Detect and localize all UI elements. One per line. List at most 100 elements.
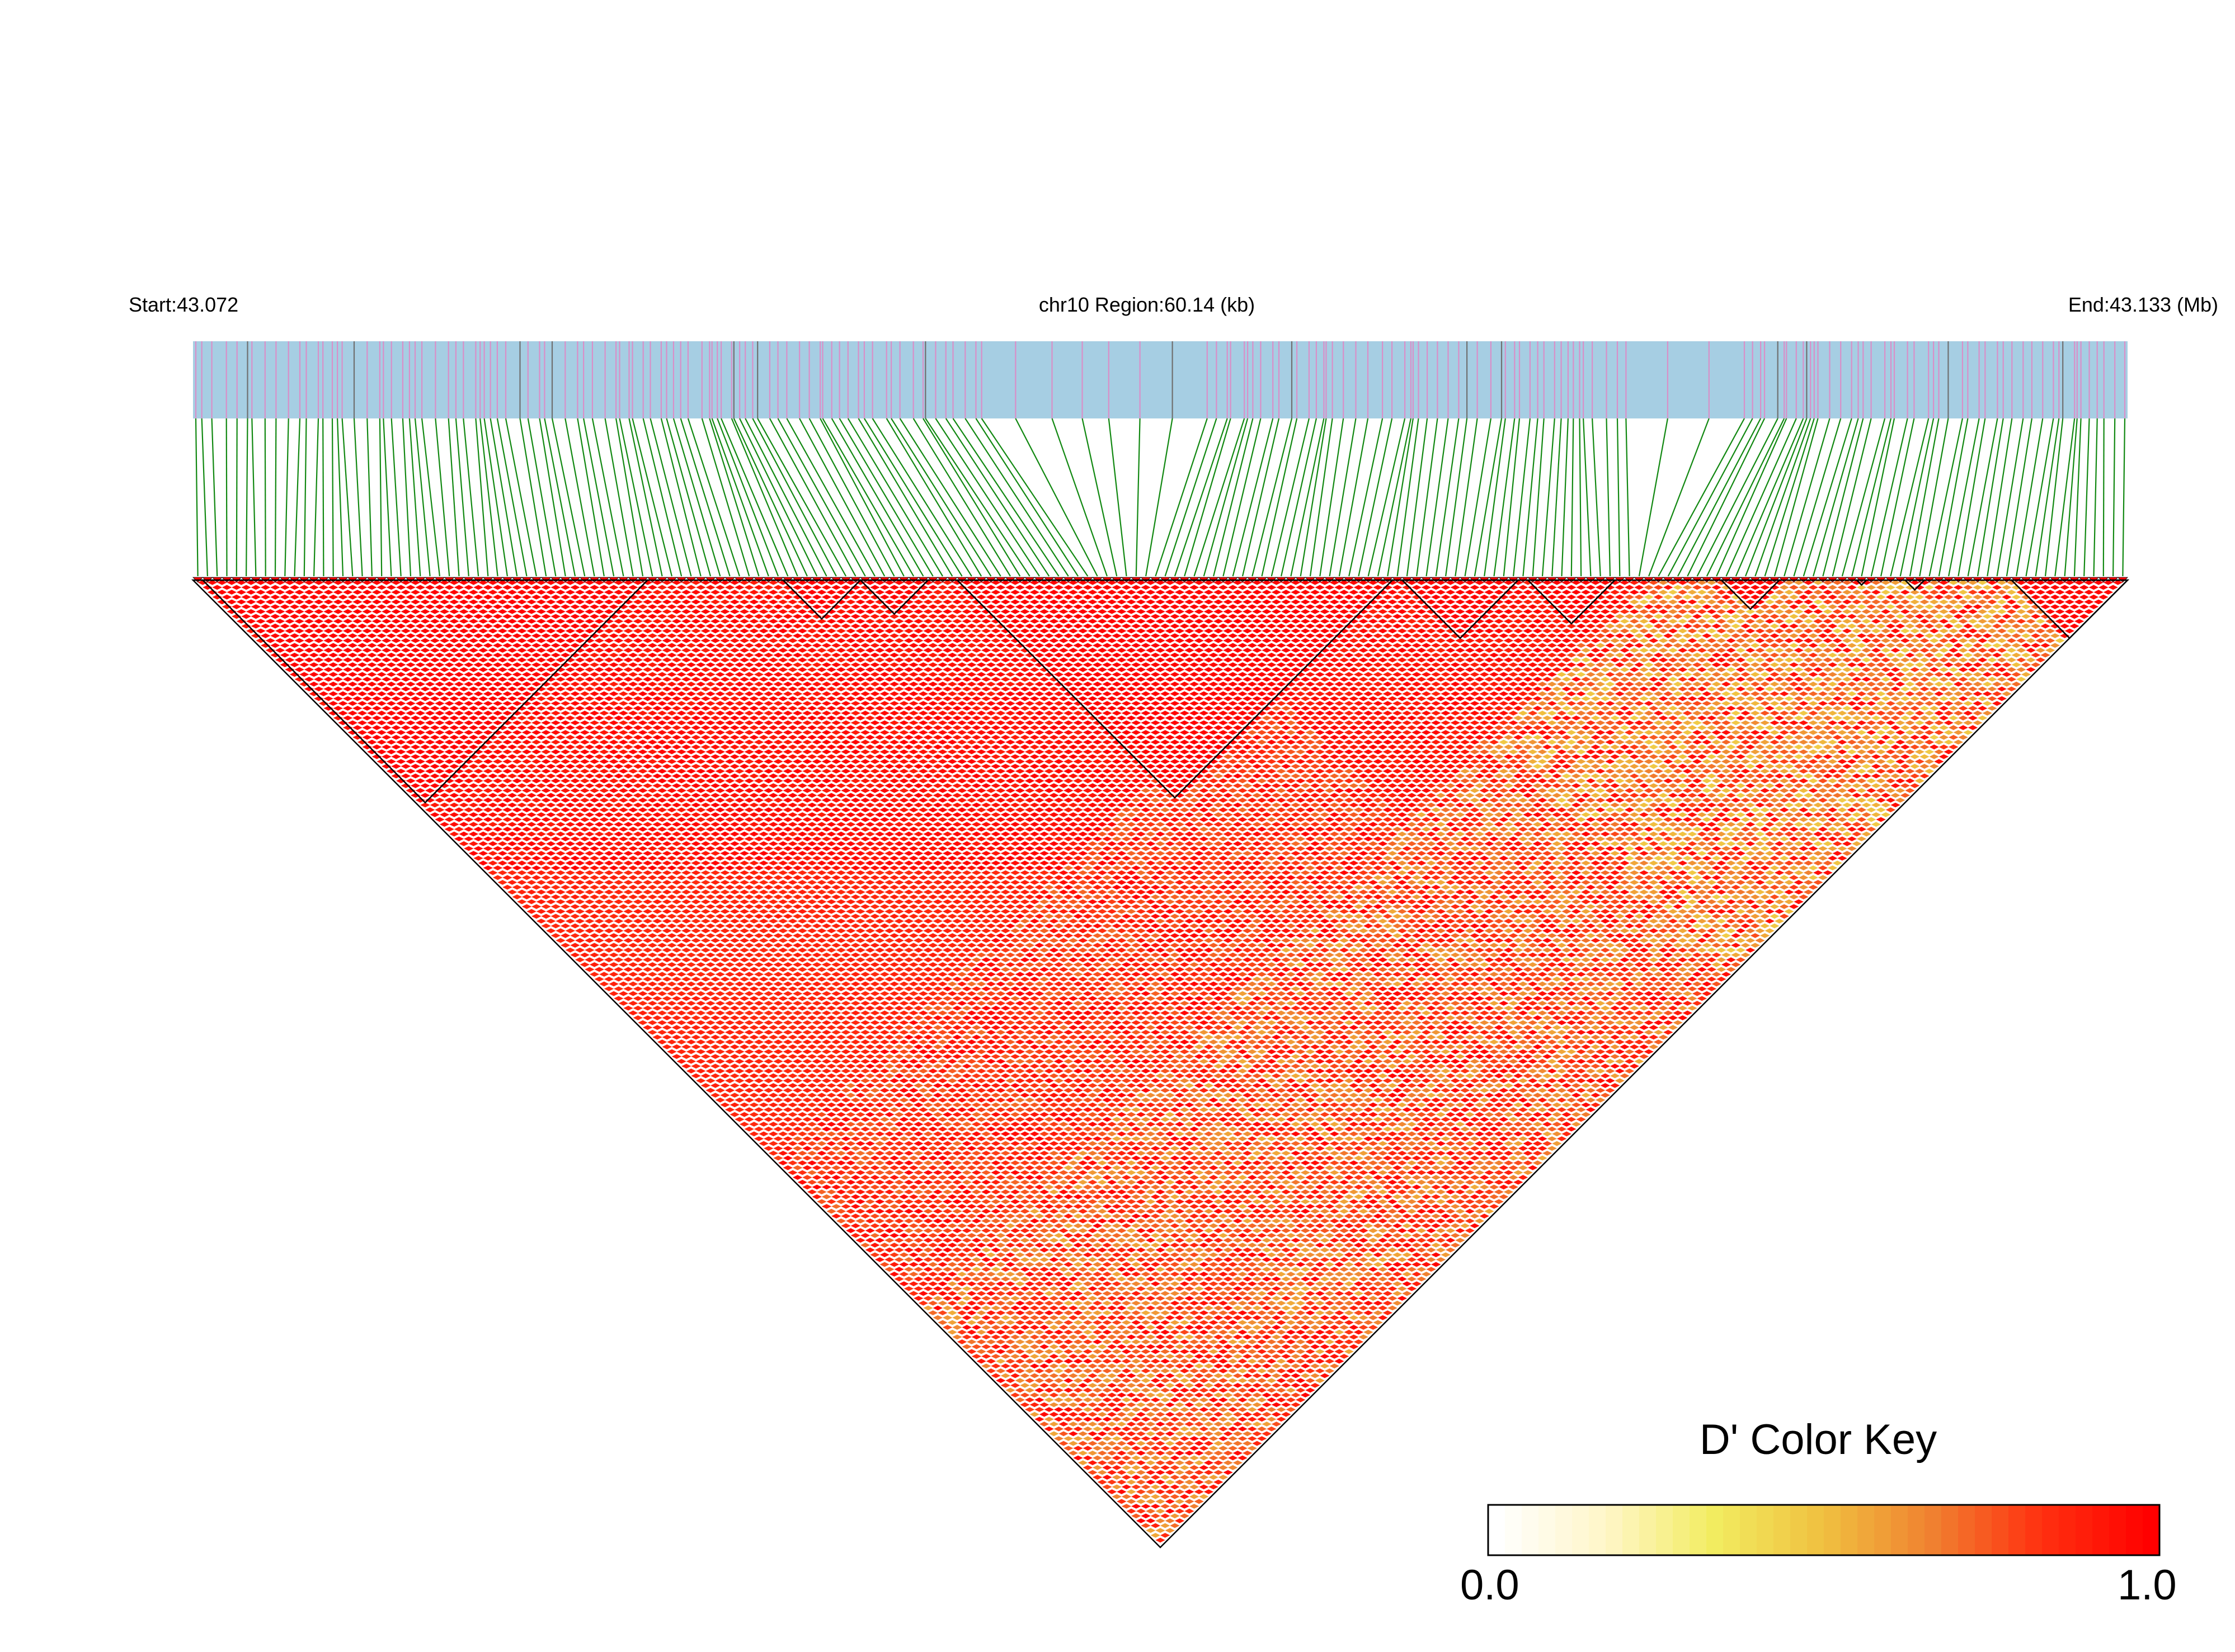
ld-cell xyxy=(1010,1208,1020,1214)
ld-cell xyxy=(667,1049,677,1055)
ld-cell xyxy=(473,788,483,793)
ld-cell xyxy=(874,1237,885,1243)
ld-cell xyxy=(323,648,333,653)
ld-cell xyxy=(420,667,430,672)
ld-cell xyxy=(1068,1411,1078,1417)
ld-cell xyxy=(1121,1436,1132,1441)
ld-cell xyxy=(251,604,261,609)
ld-cell xyxy=(1000,1218,1010,1223)
ld-cell xyxy=(1174,1411,1185,1417)
snp-connector xyxy=(1367,418,1406,577)
ld-cell xyxy=(323,590,333,595)
ld-cell xyxy=(1189,1397,1199,1402)
ld-cell xyxy=(850,1098,860,1103)
snp-connector xyxy=(1793,418,1842,577)
ld-cell xyxy=(884,1237,895,1243)
ld-cell xyxy=(735,1069,745,1074)
ld-cell xyxy=(1228,1436,1238,1441)
ld-cell xyxy=(512,875,522,880)
ld-cell xyxy=(831,1155,841,1161)
ld-cell xyxy=(986,1175,996,1180)
ld-cell xyxy=(386,749,397,755)
ld-cell xyxy=(778,1025,788,1030)
ld-cell xyxy=(947,1146,957,1151)
ld-cell xyxy=(894,1228,904,1234)
ld-cell xyxy=(546,744,556,750)
ld-cell xyxy=(1165,1441,1175,1446)
ld-cell xyxy=(1189,1407,1199,1412)
ld-cell xyxy=(570,904,580,909)
ld-cell xyxy=(343,716,353,721)
ld-cell xyxy=(831,1184,841,1190)
ld-cell xyxy=(1058,1383,1069,1388)
ld-cell xyxy=(773,1078,783,1084)
ld-cell xyxy=(1029,1354,1039,1359)
ld-cell xyxy=(1000,1315,1010,1320)
ld-cell xyxy=(957,1223,967,1229)
ld-cell xyxy=(831,1175,841,1180)
ld-cell xyxy=(1160,1513,1170,1519)
ld-cell xyxy=(415,594,425,600)
ld-cell xyxy=(957,1291,967,1296)
ld-cell xyxy=(817,1054,827,1059)
ld-cell xyxy=(546,928,556,934)
ld-cell xyxy=(1020,1344,1030,1349)
ld-cell xyxy=(976,1204,986,1209)
ld-cell xyxy=(696,1039,706,1044)
snp-connector xyxy=(1445,418,1468,577)
ld-cell xyxy=(783,1146,793,1151)
ld-cell xyxy=(850,1223,860,1229)
ld-cell xyxy=(420,744,430,750)
ld-cell xyxy=(459,812,469,817)
ld-cell xyxy=(1165,1422,1175,1427)
ld-cell xyxy=(928,1098,938,1103)
ld-cell xyxy=(1150,1368,1160,1373)
ld-cell xyxy=(836,1054,846,1059)
ld-cell xyxy=(783,1010,793,1015)
ld-cell xyxy=(923,1131,933,1137)
ld-cell xyxy=(797,1180,807,1185)
ld-cell xyxy=(739,1044,750,1049)
ld-cell xyxy=(952,1151,962,1156)
ld-cell xyxy=(521,769,532,774)
ld-cell xyxy=(580,740,590,745)
ld-cell xyxy=(1000,1373,1010,1378)
ld-cell xyxy=(971,1218,982,1223)
ld-cell xyxy=(894,1180,904,1185)
ld-cell xyxy=(744,1039,754,1044)
ld-cell xyxy=(1049,1257,1059,1262)
ld-cell xyxy=(870,1069,880,1074)
ld-cell xyxy=(744,972,754,977)
ld-cell xyxy=(323,667,333,672)
ld-cell xyxy=(464,633,474,638)
ld-cell xyxy=(488,831,498,837)
ld-cell xyxy=(488,705,498,711)
ld-cell xyxy=(686,1001,697,1006)
ld-cell xyxy=(1088,1296,1098,1301)
ld-cell xyxy=(1010,1180,1020,1185)
ld-cell xyxy=(904,1093,914,1098)
ld-cell xyxy=(1131,1301,1141,1306)
ld-cell xyxy=(860,1088,871,1093)
ld-cell xyxy=(299,633,309,638)
ld-cell xyxy=(623,841,633,846)
ld-cell xyxy=(1034,1358,1044,1364)
ld-cell xyxy=(1034,1213,1044,1219)
ld-cell xyxy=(585,812,595,817)
snp-connector xyxy=(1967,418,1998,577)
ld-cell xyxy=(783,1136,793,1141)
ld-cell xyxy=(531,788,542,793)
ld-cell xyxy=(507,870,517,876)
ld-cell xyxy=(720,996,730,1001)
ld-cell xyxy=(1024,1262,1035,1267)
ld-cell xyxy=(647,846,657,851)
ld-cell xyxy=(415,769,425,774)
ld-cell xyxy=(744,1058,754,1064)
ld-cell xyxy=(957,1213,967,1219)
ld-cell xyxy=(735,981,745,987)
ld-cell xyxy=(236,590,247,595)
ld-cell xyxy=(788,1054,798,1059)
snp-connector xyxy=(390,418,402,577)
ld-cell xyxy=(512,798,522,803)
snp-connector xyxy=(539,418,566,577)
